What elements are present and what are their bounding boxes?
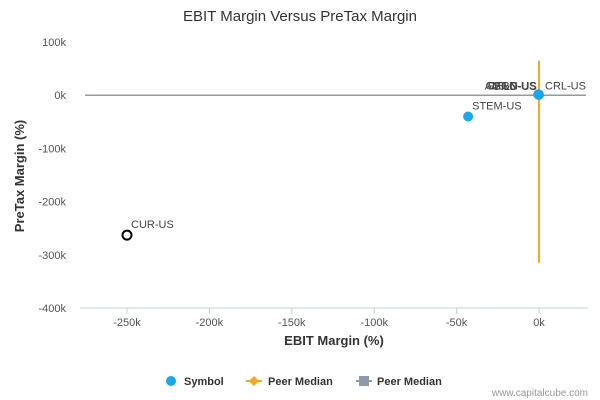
chart-title: EBIT Margin Versus PreTax Margin: [183, 8, 417, 25]
x-tick-label: -150k: [278, 317, 306, 329]
legend-symbol-label: Symbol: [184, 376, 224, 388]
data-point: [533, 89, 544, 100]
data-point-label: CELG-US: [488, 81, 537, 93]
legend-item-peer-median-vertical[interactable]: Peer Median: [246, 376, 333, 388]
y-axis-ticks: 100k 0k -100k -200k -300k -400k: [38, 37, 66, 315]
legend-peer-median-square: [359, 376, 369, 386]
legend-peer-median-label: Peer Median: [268, 376, 333, 388]
y-tick-label: -100k: [38, 143, 66, 155]
legend: Symbol Peer Median Peer Median: [166, 376, 442, 388]
legend-item-symbol[interactable]: Symbol: [166, 376, 224, 388]
data-point-label: GERN-US: [485, 80, 536, 92]
legend-peer-median-label: Peer Median: [377, 376, 442, 388]
legend-peer-median-diamond: [249, 376, 259, 386]
y-axis-title: PreTax Margin (%): [12, 120, 27, 232]
y-tick-label: -200k: [38, 197, 66, 209]
x-axis-ticks: -250k -200k -150k -100k -50k 0k: [113, 308, 545, 329]
data-point-label: CRL-US: [545, 81, 586, 93]
y-tick-label: -300k: [38, 250, 66, 262]
data-points: CUR-US STEM-US CRL-US GERN-USCELG-USAMGN-US…: [121, 80, 586, 241]
y-tick-label: 100k: [42, 37, 66, 49]
credit-text: www.capitalcube.com: [491, 388, 588, 399]
x-tick-label: -250k: [113, 317, 141, 329]
data-point: [463, 111, 474, 122]
x-tick-label: -200k: [196, 317, 224, 329]
data-point-subject: [121, 229, 133, 241]
data-point-label: STEM-US: [472, 100, 522, 112]
y-tick-label: 0k: [54, 90, 66, 102]
legend-item-peer-median-horizontal[interactable]: Peer Median: [356, 376, 442, 388]
legend-symbol-marker: [166, 376, 176, 386]
x-tick-label: -100k: [360, 317, 388, 329]
x-tick-label: -50k: [446, 317, 468, 329]
data-point-label: AMGN-US: [485, 81, 537, 93]
data-point-label: GILD-US: [492, 81, 537, 93]
x-tick-label: 0k: [533, 317, 545, 329]
x-axis-title: EBIT Margin (%): [284, 333, 384, 348]
data-point-label: CUR-US: [131, 219, 174, 231]
y-tick-label: -400k: [38, 303, 66, 315]
